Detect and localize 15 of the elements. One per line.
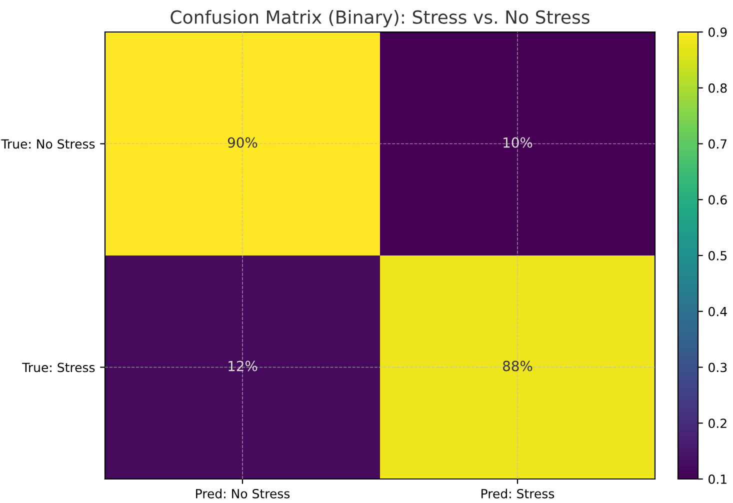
y-tick-label: True: Stress — [22, 362, 95, 372]
color-bar-label: 0.5 — [708, 250, 727, 260]
x-tick-label: Pred: Stress — [482, 488, 554, 498]
chart-title: Confusion Matrix (Binary): Stress vs. No Stress — [170, 10, 590, 28]
color-bar-label: 0.9 — [708, 27, 727, 37]
data-label: 90% — [228, 137, 258, 148]
x-tick-label: Pred: No Stress — [196, 488, 290, 498]
color-bar-label: 0.1 — [708, 474, 726, 484]
color-bar-label: 0.6 — [708, 195, 727, 205]
color-bar-label: 0.3 — [708, 362, 727, 372]
color-bar-label: 0.4 — [708, 306, 727, 316]
y-tick-label: True: No Stress — [1, 139, 95, 149]
color-bar-label: 0.2 — [708, 418, 726, 428]
color-bar-label: 0.7 — [708, 139, 727, 149]
color-bar-label: 0.8 — [708, 83, 727, 93]
